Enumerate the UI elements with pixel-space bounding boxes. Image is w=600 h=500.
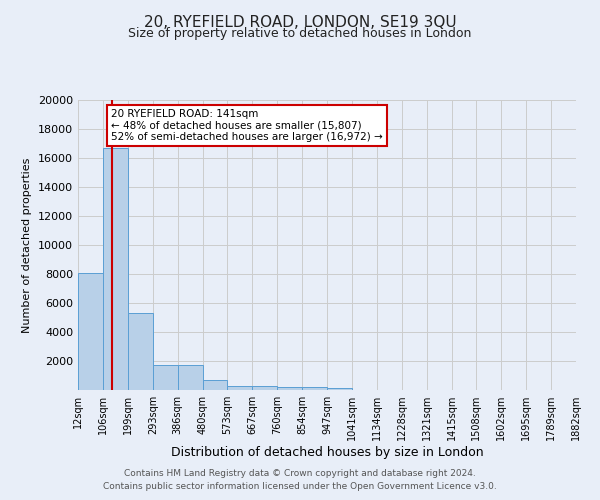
Bar [253,386,277,390]
Text: Contains HM Land Registry data © Crown copyright and database right 2024.: Contains HM Land Registry data © Crown c… [124,468,476,477]
Text: Size of property relative to detached houses in London: Size of property relative to detached ho… [128,28,472,40]
Bar [153,364,178,390]
Bar [178,364,203,390]
Text: 20, RYEFIELD ROAD, LONDON, SE19 3QU: 20, RYEFIELD ROAD, LONDON, SE19 3QU [143,15,457,30]
Bar [227,386,253,390]
Bar [78,272,103,390]
Bar [302,387,327,390]
Bar [203,380,227,390]
Text: 20 RYEFIELD ROAD: 141sqm
← 48% of detached houses are smaller (15,807)
52% of se: 20 RYEFIELD ROAD: 141sqm ← 48% of detach… [111,108,383,142]
Text: Contains public sector information licensed under the Open Government Licence v3: Contains public sector information licen… [103,482,497,491]
X-axis label: Distribution of detached houses by size in London: Distribution of detached houses by size … [170,446,484,459]
Bar [277,387,302,390]
Bar [327,388,352,390]
Y-axis label: Number of detached properties: Number of detached properties [22,158,32,332]
Bar [128,313,153,390]
Bar [103,148,128,390]
